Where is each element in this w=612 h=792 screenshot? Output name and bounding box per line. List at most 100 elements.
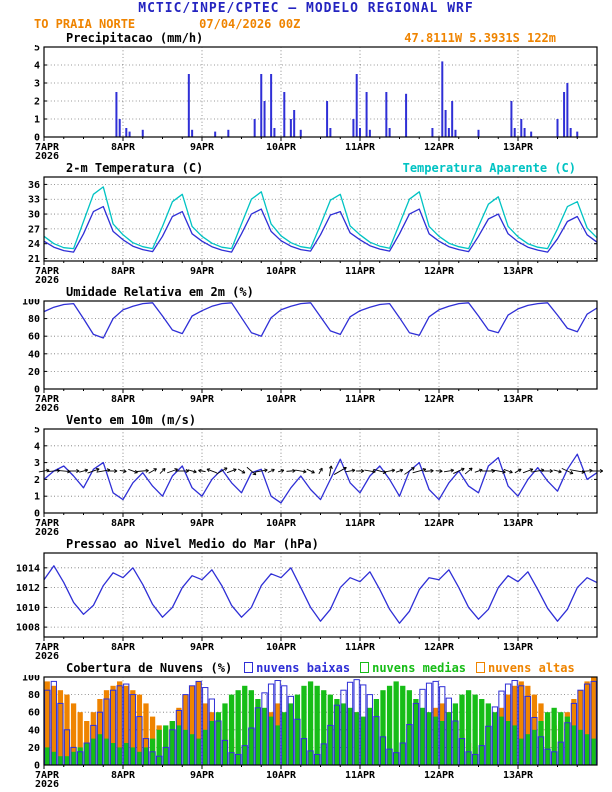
svg-text:11APR: 11APR <box>345 394 376 405</box>
svg-text:12APR: 12APR <box>424 518 455 529</box>
svg-text:11APR: 11APR <box>345 142 376 153</box>
svg-text:9APR: 9APR <box>190 142 215 153</box>
apparent-temperature-legend: Temperatura Aparente (C) <box>402 161 576 175</box>
mid-clouds-swatch-icon <box>360 662 370 673</box>
svg-text:10APR: 10APR <box>266 770 297 781</box>
panel-wind: Vento em 10m (m/s) 0 1 2 3 4 5 7APR 2026 8APR 9AP… <box>0 413 612 537</box>
run-datetime: 07/04/2026 00Z <box>199 17 301 31</box>
svg-text:8APR: 8APR <box>111 266 136 277</box>
svg-text:11APR: 11APR <box>345 642 376 653</box>
svg-text:36: 36 <box>28 180 40 191</box>
cloud-cover-title: Cobertura de Nuvens (%) <box>66 661 233 675</box>
svg-text:1012: 1012 <box>16 583 40 594</box>
svg-text:13APR: 13APR <box>503 770 534 781</box>
svg-text:0: 0 <box>34 761 40 772</box>
legend-low-clouds: nuvens baixas <box>244 661 350 675</box>
svg-text:5: 5 <box>34 45 40 54</box>
pressure-title: Pressao ao Nivel Medio do Mar (hPa) <box>66 537 319 551</box>
svg-text:9APR: 9APR <box>190 642 215 653</box>
svg-text:13APR: 13APR <box>503 642 534 653</box>
svg-text:100: 100 <box>22 299 40 308</box>
svg-text:24: 24 <box>28 239 40 250</box>
svg-text:60: 60 <box>28 708 40 719</box>
svg-text:9APR: 9APR <box>190 518 215 529</box>
svg-text:10APR: 10APR <box>266 394 297 405</box>
svg-text:12APR: 12APR <box>424 770 455 781</box>
svg-text:33: 33 <box>28 195 40 206</box>
svg-text:12APR: 12APR <box>424 142 455 153</box>
svg-text:2026: 2026 <box>35 151 59 161</box>
svg-text:60: 60 <box>28 332 40 343</box>
svg-text:8APR: 8APR <box>111 518 136 529</box>
cloud-legend: nuvens baixas nuvens medias nuvens altas <box>244 661 575 675</box>
panel-cloud-cover: Cobertura de Nuvens (%) nuvens baixas nu… <box>0 661 612 789</box>
svg-text:100: 100 <box>22 675 40 684</box>
cloud-title-row: Cobertura de Nuvens (%) nuvens baixas nu… <box>0 661 612 675</box>
svg-text:3: 3 <box>34 458 40 469</box>
mid-clouds-label: nuvens medias <box>372 661 467 675</box>
high-clouds-swatch-icon <box>476 662 486 673</box>
model-title: MCTIC/INPE/CPTEC — MODELO REGIONAL WRF <box>138 1 474 16</box>
station-name: TO PRAIA NORTE <box>34 17 136 31</box>
svg-text:13APR: 13APR <box>503 518 534 529</box>
svg-text:7APR: 7APR <box>35 266 60 277</box>
svg-text:11APR: 11APR <box>345 770 376 781</box>
svg-text:13APR: 13APR <box>503 266 534 277</box>
svg-text:12APR: 12APR <box>424 266 455 277</box>
svg-text:0: 0 <box>34 385 40 396</box>
svg-text:80: 80 <box>28 690 40 701</box>
precipitation-title-row: Precipitacao (mm/h) 47.8111W 5.3931S 122… <box>0 31 612 45</box>
svg-text:12APR: 12APR <box>424 394 455 405</box>
svg-text:20: 20 <box>28 743 40 754</box>
svg-text:7APR: 7APR <box>35 142 60 153</box>
svg-text:4: 4 <box>34 61 40 72</box>
svg-text:1010: 1010 <box>16 603 40 614</box>
svg-text:9APR: 9APR <box>190 770 215 781</box>
wind-title-row: Vento em 10m (m/s) <box>0 413 612 427</box>
panel-humidity: Umidade Relativa em 2m (%) 0 20 40 60 80 100 7… <box>0 285 612 413</box>
wind-title: Vento em 10m (m/s) <box>66 413 197 427</box>
svg-text:80: 80 <box>28 314 40 325</box>
svg-text:0: 0 <box>34 509 40 520</box>
svg-text:1: 1 <box>34 492 40 503</box>
svg-text:1008: 1008 <box>16 623 40 634</box>
humidity-title: Umidade Relativa em 2m (%) <box>66 285 254 299</box>
svg-text:13APR: 13APR <box>503 142 534 153</box>
svg-text:2026: 2026 <box>35 779 59 789</box>
svg-text:10APR: 10APR <box>266 518 297 529</box>
temperature-title: 2-m Temperatura (C) <box>66 161 204 175</box>
run-info-row: TO PRAIA NORTE 07/04/2026 00Z <box>0 17 612 31</box>
panel-temperature: 2-m Temperatura (C) Temperatura Aparente… <box>0 161 612 285</box>
low-clouds-label: nuvens baixas <box>256 661 351 675</box>
svg-text:12APR: 12APR <box>424 642 455 653</box>
svg-text:9APR: 9APR <box>190 394 215 405</box>
svg-text:10APR: 10APR <box>266 142 297 153</box>
svg-text:2: 2 <box>34 97 40 108</box>
svg-text:8APR: 8APR <box>111 770 136 781</box>
svg-text:10APR: 10APR <box>266 642 297 653</box>
svg-text:30: 30 <box>28 210 40 221</box>
precipitation-title: Precipitacao (mm/h) <box>66 31 204 45</box>
humidity-title-row: Umidade Relativa em 2m (%) <box>0 285 612 299</box>
svg-text:3: 3 <box>34 79 40 90</box>
low-clouds-swatch-icon <box>244 662 254 673</box>
high-clouds-label: nuvens altas <box>488 661 575 675</box>
svg-text:11APR: 11APR <box>345 266 376 277</box>
panel-precipitation: Precipitacao (mm/h) 47.8111W 5.3931S 122… <box>0 31 612 161</box>
svg-text:40: 40 <box>28 725 40 736</box>
svg-text:7APR: 7APR <box>35 770 60 781</box>
svg-text:1: 1 <box>34 115 40 126</box>
svg-text:0: 0 <box>34 133 40 144</box>
svg-text:4: 4 <box>34 441 40 452</box>
svg-text:2: 2 <box>34 475 40 486</box>
svg-text:11APR: 11APR <box>345 518 376 529</box>
svg-text:13APR: 13APR <box>503 394 534 405</box>
temperature-title-row: 2-m Temperatura (C) Temperatura Aparente… <box>0 161 612 175</box>
svg-text:8APR: 8APR <box>111 642 136 653</box>
svg-text:2026: 2026 <box>35 651 59 661</box>
